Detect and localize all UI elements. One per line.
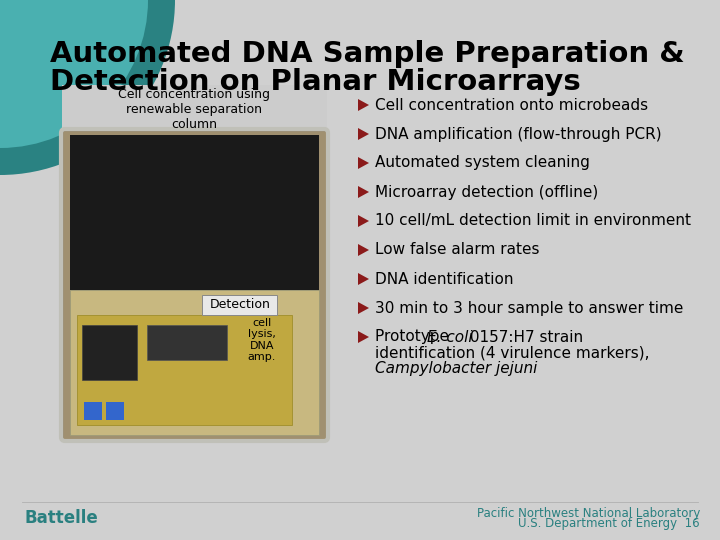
- Polygon shape: [358, 215, 369, 227]
- Polygon shape: [358, 331, 369, 343]
- Text: Battelle: Battelle: [25, 509, 99, 527]
- Text: DNA amplification (flow-through PCR): DNA amplification (flow-through PCR): [375, 126, 662, 141]
- Polygon shape: [358, 99, 369, 111]
- Bar: [70, 135, 319, 290]
- Text: 30 min to 3 hour sample to answer time: 30 min to 3 hour sample to answer time: [375, 300, 683, 315]
- Bar: [106, 402, 124, 420]
- Bar: [70, 290, 319, 435]
- Text: Prototype: Prototype: [375, 329, 454, 345]
- Text: U.S. Department of Energy  16: U.S. Department of Energy 16: [518, 517, 700, 530]
- Text: Detection on Planar Microarrays: Detection on Planar Microarrays: [50, 68, 581, 96]
- FancyBboxPatch shape: [202, 295, 277, 315]
- Text: E. coli: E. coli: [427, 329, 472, 345]
- Text: Campylobacter jejuni: Campylobacter jejuni: [375, 361, 537, 376]
- Text: Pacific Northwest National Laboratory: Pacific Northwest National Laboratory: [477, 507, 700, 519]
- Text: Low false alarm rates: Low false alarm rates: [375, 242, 539, 258]
- Text: Detection: Detection: [210, 299, 271, 312]
- Wedge shape: [0, 0, 148, 148]
- Text: cell
lysis,
DNA
amp.: cell lysis, DNA amp.: [248, 318, 276, 362]
- Text: 0157:H7 strain: 0157:H7 strain: [465, 329, 583, 345]
- Polygon shape: [358, 273, 369, 285]
- Bar: [147, 325, 227, 360]
- Polygon shape: [358, 186, 369, 198]
- Wedge shape: [0, 0, 175, 175]
- Polygon shape: [358, 302, 369, 314]
- Text: identification (4 virulence markers),: identification (4 virulence markers),: [375, 346, 649, 361]
- Bar: [62, 130, 327, 440]
- Bar: [62, 85, 327, 130]
- Bar: [84, 402, 102, 420]
- Polygon shape: [358, 244, 369, 256]
- Text: Automated system cleaning: Automated system cleaning: [375, 156, 590, 171]
- Text: 10 cell/mL detection limit in environment: 10 cell/mL detection limit in environmen…: [375, 213, 691, 228]
- Text: Cell concentration onto microbeads: Cell concentration onto microbeads: [375, 98, 648, 112]
- Text: DNA identification: DNA identification: [375, 272, 513, 287]
- Text: Cell concentration using
renewable separation
column: Cell concentration using renewable separ…: [119, 88, 271, 131]
- Polygon shape: [358, 128, 369, 140]
- Bar: [77, 315, 292, 425]
- Polygon shape: [358, 157, 369, 169]
- Bar: [82, 325, 137, 380]
- Text: Microarray detection (offline): Microarray detection (offline): [375, 185, 598, 199]
- Text: Automated DNA Sample Preparation &: Automated DNA Sample Preparation &: [50, 40, 685, 68]
